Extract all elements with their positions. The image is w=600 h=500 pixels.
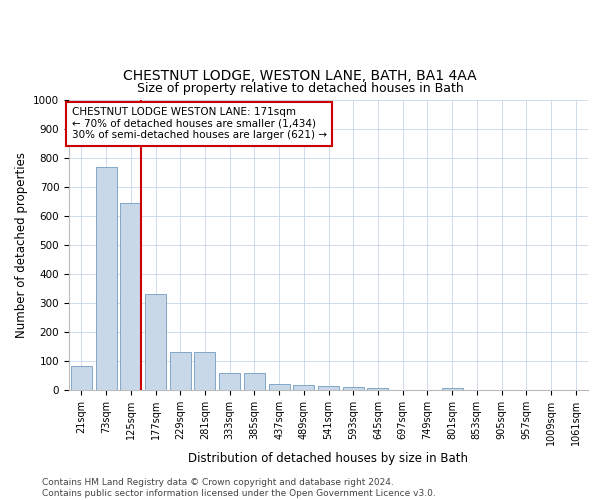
- Bar: [95, 166, 116, 390]
- Bar: [367, 388, 388, 390]
- Bar: [343, 387, 364, 390]
- Bar: [219, 374, 240, 390]
- Bar: [71, 366, 92, 390]
- Y-axis label: Number of detached properties: Number of detached properties: [14, 152, 28, 338]
- Bar: [120, 203, 141, 390]
- Bar: [244, 374, 265, 390]
- X-axis label: Distribution of detached houses by size in Bath: Distribution of detached houses by size …: [188, 452, 469, 465]
- Bar: [194, 352, 215, 390]
- Text: Contains HM Land Registry data © Crown copyright and database right 2024.
Contai: Contains HM Land Registry data © Crown c…: [42, 478, 436, 498]
- Bar: [269, 384, 290, 390]
- Bar: [293, 385, 314, 390]
- Bar: [170, 352, 191, 390]
- Text: Size of property relative to detached houses in Bath: Size of property relative to detached ho…: [137, 82, 463, 95]
- Bar: [318, 386, 339, 390]
- Bar: [145, 294, 166, 390]
- Bar: [442, 388, 463, 390]
- Text: CHESTNUT LODGE, WESTON LANE, BATH, BA1 4AA: CHESTNUT LODGE, WESTON LANE, BATH, BA1 4…: [123, 68, 477, 82]
- Text: CHESTNUT LODGE WESTON LANE: 171sqm
← 70% of detached houses are smaller (1,434)
: CHESTNUT LODGE WESTON LANE: 171sqm ← 70%…: [71, 108, 326, 140]
